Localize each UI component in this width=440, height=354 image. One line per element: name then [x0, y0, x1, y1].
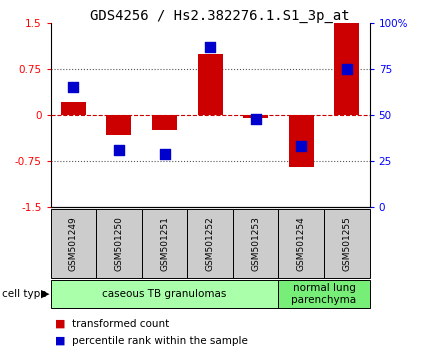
- Text: cell type: cell type: [2, 289, 47, 299]
- Point: [252, 116, 259, 121]
- Text: GSM501255: GSM501255: [342, 216, 351, 271]
- Bar: [61, 102, 86, 115]
- Bar: [334, 23, 359, 115]
- Text: GSM501254: GSM501254: [297, 216, 306, 271]
- Text: GSM501251: GSM501251: [160, 216, 169, 271]
- Bar: [51, 209, 96, 278]
- Bar: [96, 209, 142, 278]
- Point: [70, 85, 77, 90]
- Text: GSM501252: GSM501252: [205, 216, 215, 271]
- Text: GSM501249: GSM501249: [69, 216, 78, 271]
- Point: [298, 143, 305, 149]
- Point: [161, 151, 168, 156]
- Bar: [233, 209, 279, 278]
- Text: caseous TB granulomas: caseous TB granulomas: [103, 289, 227, 299]
- Text: normal lung
parenchyma: normal lung parenchyma: [291, 283, 356, 305]
- Text: transformed count: transformed count: [72, 319, 169, 329]
- Bar: [142, 209, 187, 278]
- Text: percentile rank within the sample: percentile rank within the sample: [72, 336, 248, 346]
- Text: ■: ■: [55, 336, 66, 346]
- Text: GDS4256 / Hs2.382276.1.S1_3p_at: GDS4256 / Hs2.382276.1.S1_3p_at: [90, 9, 350, 23]
- Text: ■: ■: [55, 319, 66, 329]
- Bar: [198, 54, 223, 115]
- Bar: [279, 280, 370, 308]
- Bar: [243, 115, 268, 118]
- Text: GSM501253: GSM501253: [251, 216, 260, 271]
- Point: [207, 44, 214, 50]
- Point: [343, 66, 350, 72]
- Bar: [289, 115, 314, 167]
- Bar: [279, 209, 324, 278]
- Point: [115, 147, 122, 153]
- Bar: [106, 115, 132, 135]
- Bar: [324, 209, 370, 278]
- Bar: [152, 115, 177, 130]
- Text: ▶: ▶: [40, 289, 49, 299]
- Bar: [187, 209, 233, 278]
- Bar: [51, 280, 279, 308]
- Text: GSM501250: GSM501250: [114, 216, 124, 271]
